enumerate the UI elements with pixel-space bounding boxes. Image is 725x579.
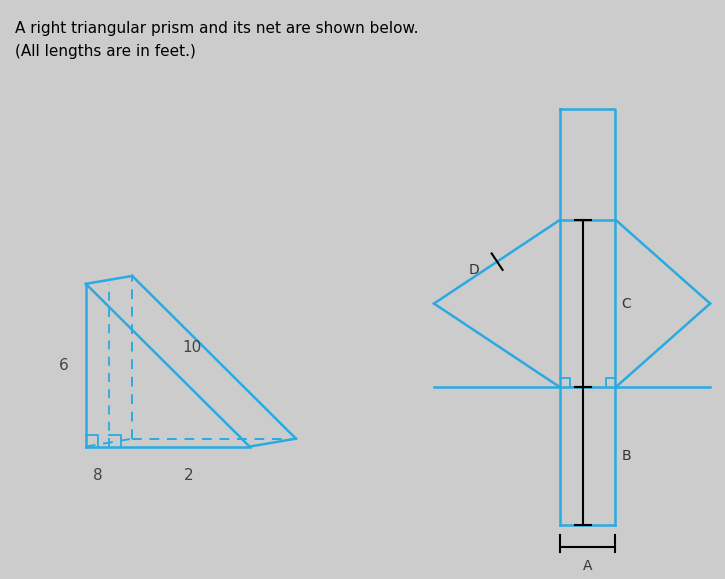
Text: (All lengths are in feet.): (All lengths are in feet.) <box>15 44 196 59</box>
Text: A: A <box>583 559 592 573</box>
Text: 6: 6 <box>59 358 68 373</box>
Text: A right triangular prism and its net are shown below.: A right triangular prism and its net are… <box>15 20 418 35</box>
Text: B: B <box>621 449 631 463</box>
Text: C: C <box>621 296 631 310</box>
Text: 2: 2 <box>184 468 194 483</box>
Text: 8: 8 <box>93 468 102 483</box>
Text: D: D <box>468 262 479 277</box>
Text: 10: 10 <box>183 340 202 356</box>
